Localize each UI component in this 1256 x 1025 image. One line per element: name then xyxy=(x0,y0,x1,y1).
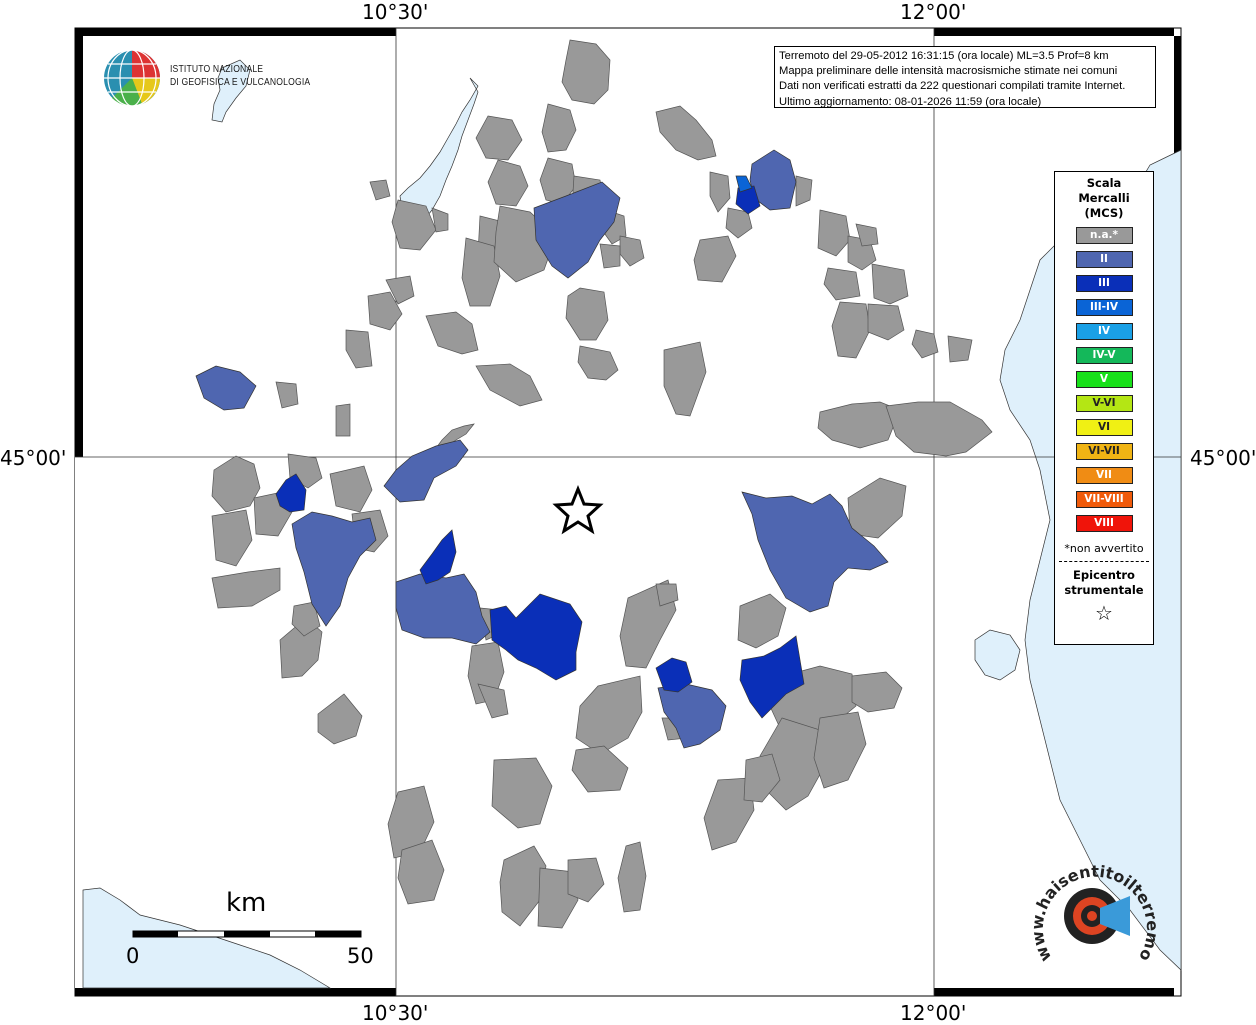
legend-item: V xyxy=(1075,371,1133,388)
haisentito-logo: www.haisentitoilterremoto.it xyxy=(1030,858,1160,965)
legend-title-line2: Mercalli xyxy=(1078,191,1130,205)
municipalities-not-felt xyxy=(211,39,993,929)
info-line-description: Mappa preliminare delle intensità macros… xyxy=(779,65,1118,78)
legend-title-line1: Scala xyxy=(1086,176,1122,190)
legend-item: IV xyxy=(1075,323,1133,340)
info-line-last-update: Ultimo aggiornamento: 08-01-2026 11:59 (… xyxy=(779,95,1042,108)
lon-label-top-left: 10°30' xyxy=(362,0,429,24)
legend-item: VII-VIII xyxy=(1075,491,1133,508)
legend-item: III xyxy=(1075,275,1133,292)
legend-separator xyxy=(1059,561,1149,562)
legend-epicenter-label: Epicentro strumentale xyxy=(1055,568,1153,598)
legend-title: Scala Mercalli (MCS) xyxy=(1055,176,1153,221)
legend-item: III-IV xyxy=(1075,299,1133,316)
scale-min-label: 0 xyxy=(126,944,140,968)
legend-item: V-VI xyxy=(1075,395,1133,412)
municipalities-intensity-iii xyxy=(275,185,805,719)
scale-bar xyxy=(132,930,362,938)
legend-items: n.a.* II III III-IV IV IV-V V V-VI VI VI-VII VII VI… xyxy=(1055,227,1153,532)
scale-unit-label: km xyxy=(226,888,267,918)
lon-label-top-right: 12°00' xyxy=(900,0,967,24)
legend-star-icon: ☆ xyxy=(1095,601,1113,625)
info-line-event: Terremoto del 29-05-2012 16:31:15 (ora l… xyxy=(779,50,1109,62)
municipalities-intensity-iii-iv xyxy=(735,175,753,193)
legend-item: II xyxy=(1075,251,1133,268)
legend-title-line3: (MCS) xyxy=(1084,206,1124,220)
epicenter-star-icon xyxy=(552,484,604,535)
ingv-globe-logo xyxy=(104,49,160,107)
legend-epicenter-line2: strumentale xyxy=(1064,583,1144,597)
legend-item: IV-V xyxy=(1075,347,1133,364)
legend-note: *non avvertito xyxy=(1064,542,1144,555)
ingv-name: ISTITUTO NAZIONALE DI GEOFISICA E VULCAN… xyxy=(170,63,310,89)
ingv-name-line2: DI GEOFISICA E VULCANOLOGIA xyxy=(170,76,311,88)
legend-item: VIII xyxy=(1075,515,1133,532)
mcs-legend: Scala Mercalli (MCS) n.a.* II III III-IV IV I… xyxy=(1054,171,1154,645)
lon-label-bottom-right: 12°00' xyxy=(900,1001,967,1025)
municipalities-intensity-ii xyxy=(195,149,889,749)
legend-epicenter-line1: Epicentro xyxy=(1073,568,1135,582)
earthquake-info-box: Terremoto del 29-05-2012 16:31:15 (ora l… xyxy=(774,46,1156,108)
lat-label-right: 45°00' xyxy=(1190,446,1256,470)
legend-item: VI-VII xyxy=(1075,443,1133,460)
legend-item: VI xyxy=(1075,419,1133,436)
lat-label-left: 45°00' xyxy=(0,446,67,470)
lon-label-bottom-left: 10°30' xyxy=(362,1001,429,1025)
legend-item: VII xyxy=(1075,467,1133,484)
scale-max-label: 50 xyxy=(347,944,374,968)
info-line-data-source: Dati non verificati estratti da 222 ques… xyxy=(779,80,1126,93)
ingv-name-line1: ISTITUTO NAZIONALE xyxy=(170,63,264,75)
legend-item: n.a.* xyxy=(1075,227,1133,244)
